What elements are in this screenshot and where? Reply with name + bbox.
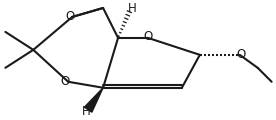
Text: O: O <box>60 75 70 88</box>
Text: O: O <box>66 10 75 23</box>
Text: O: O <box>143 30 153 43</box>
Text: H: H <box>128 3 136 15</box>
Polygon shape <box>84 88 103 112</box>
Text: H: H <box>82 105 91 118</box>
Text: O: O <box>236 48 245 61</box>
